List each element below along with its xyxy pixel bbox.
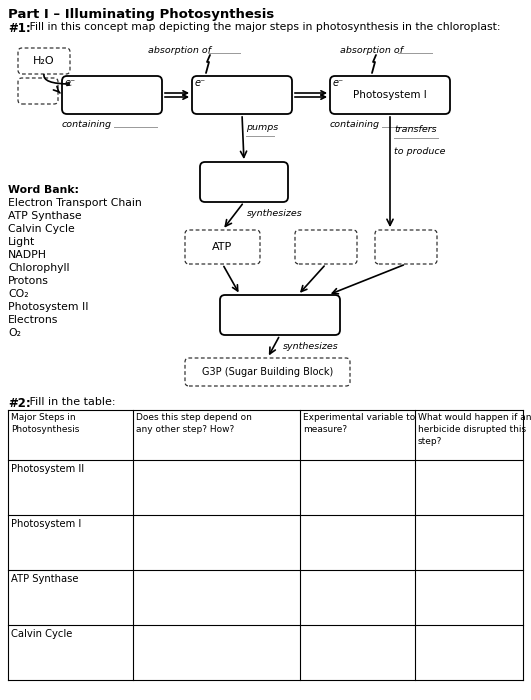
Text: Fill in this concept map depicting the major steps in photosynthesis in the chlo: Fill in this concept map depicting the m…: [26, 22, 501, 32]
Text: ATP Synthase: ATP Synthase: [11, 574, 79, 584]
Text: O₂: O₂: [8, 328, 21, 338]
Text: Calvin Cycle: Calvin Cycle: [8, 224, 75, 234]
Text: pumps: pumps: [246, 123, 278, 132]
Text: synthesizes: synthesizes: [247, 209, 303, 218]
Text: Protons: Protons: [8, 276, 49, 286]
Text: #2:: #2:: [8, 397, 31, 410]
Text: #1:: #1:: [8, 22, 31, 35]
Text: Fill in the table:: Fill in the table:: [26, 397, 116, 407]
Text: Calvin Cycle: Calvin Cycle: [11, 629, 72, 639]
Text: Experimental variable to
measure?: Experimental variable to measure?: [303, 413, 415, 434]
FancyBboxPatch shape: [220, 295, 340, 335]
Text: CO₂: CO₂: [8, 289, 29, 299]
FancyBboxPatch shape: [192, 76, 292, 114]
Text: Photosystem II: Photosystem II: [11, 464, 84, 474]
Text: containing: containing: [62, 120, 112, 129]
Text: NADPH: NADPH: [8, 250, 47, 260]
Text: transfers: transfers: [394, 125, 436, 134]
Text: Electron Transport Chain: Electron Transport Chain: [8, 198, 142, 208]
Text: e⁻: e⁻: [195, 78, 206, 88]
Text: Electrons: Electrons: [8, 315, 58, 325]
Text: ATP Synthase: ATP Synthase: [8, 211, 82, 221]
Text: absorption of: absorption of: [340, 46, 403, 55]
Text: Photosystem I: Photosystem I: [11, 519, 81, 529]
FancyBboxPatch shape: [330, 76, 450, 114]
Text: Chlorophyll: Chlorophyll: [8, 263, 70, 273]
Text: Does this step depend on
any other step? How?: Does this step depend on any other step?…: [136, 413, 252, 434]
Text: e⁻: e⁻: [65, 78, 76, 88]
Text: What would happen if an
herbicide disrupted this
step?: What would happen if an herbicide disrup…: [418, 413, 531, 446]
Text: absorption of: absorption of: [148, 46, 211, 55]
FancyBboxPatch shape: [62, 76, 162, 114]
FancyBboxPatch shape: [200, 162, 288, 202]
Text: synthesizes: synthesizes: [283, 342, 339, 351]
Text: Photosystem I: Photosystem I: [353, 90, 427, 100]
Text: Photosystem II: Photosystem II: [8, 302, 89, 312]
Text: e⁻: e⁻: [333, 78, 344, 88]
Text: G3P (Sugar Building Block): G3P (Sugar Building Block): [202, 367, 333, 377]
Text: containing: containing: [330, 120, 380, 129]
Text: ATP: ATP: [212, 242, 233, 252]
Text: to produce: to produce: [394, 147, 446, 156]
Text: H₂O: H₂O: [33, 56, 55, 66]
Text: Word Bank:: Word Bank:: [8, 185, 79, 195]
Text: Major Steps in
Photosynthesis: Major Steps in Photosynthesis: [11, 413, 79, 434]
Text: Part I – Illuminating Photosynthesis: Part I – Illuminating Photosynthesis: [8, 8, 274, 21]
Text: Light: Light: [8, 237, 35, 247]
